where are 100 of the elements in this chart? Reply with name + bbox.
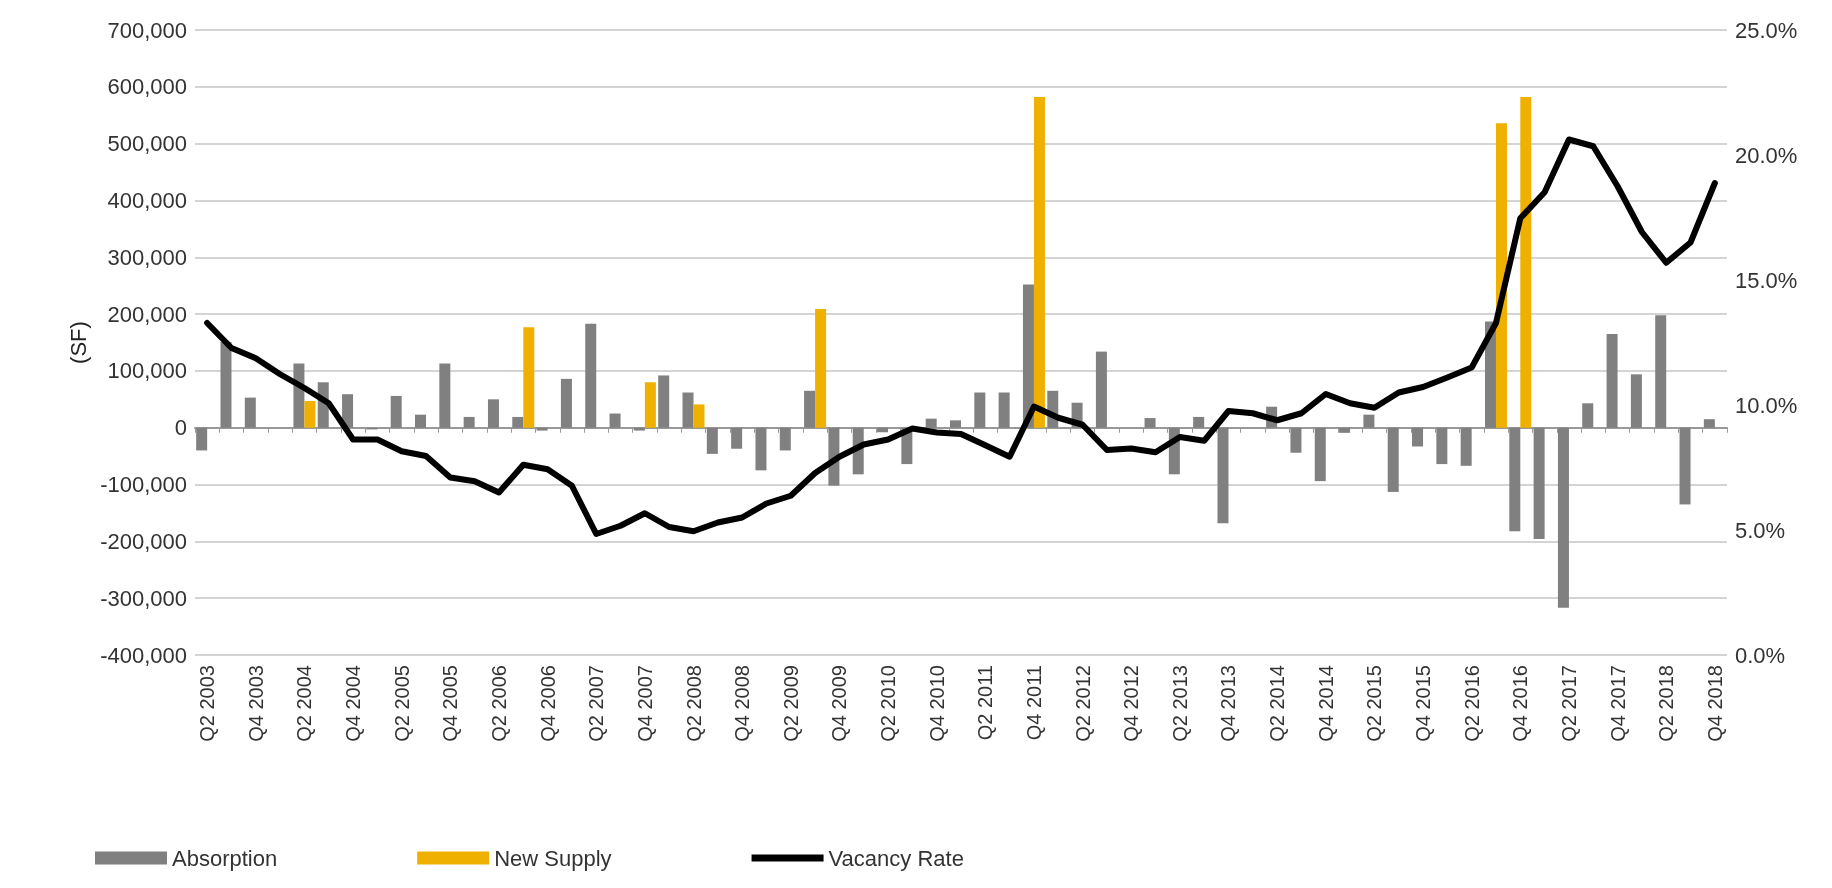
x-tick-label: Q2 2011 [974, 665, 997, 741]
x-tick-label: Q4 2005 [439, 665, 462, 742]
x-tick-label: Q2 2003 [196, 665, 219, 742]
x-tick-label: Q2 2004 [293, 665, 316, 742]
x-tick-label: Q4 2010 [925, 665, 948, 742]
x-tick-label: Q4 2003 [244, 665, 267, 742]
x-tick-label: Q4 2008 [731, 665, 754, 742]
y-tick-label: -400,000 [100, 642, 187, 668]
bar [1022, 284, 1034, 428]
bar [755, 427, 767, 471]
y-tick-label: -300,000 [100, 585, 187, 611]
bar [1436, 427, 1448, 465]
y-tick-label: 600,000 [107, 74, 187, 100]
x-tick-label: Q2 2010 [877, 665, 900, 742]
bar [950, 420, 961, 428]
x-tick-label: Q4 2011 [1022, 665, 1045, 741]
bar [998, 392, 1010, 428]
y-tick-label: -100,000 [100, 472, 187, 498]
y2-tick-label: 10.0% [1735, 392, 1798, 418]
x-tick-label: Q2 2016 [1460, 665, 1483, 742]
x-tick-label: Q2 2008 [682, 665, 705, 742]
x-tick-label: Q2 2015 [1363, 665, 1386, 742]
bar [536, 427, 548, 431]
x-tick-label: Q4 2013 [1217, 665, 1240, 742]
bar [644, 382, 656, 428]
x-tick-label: Q4 2006 [536, 665, 559, 742]
bar [1509, 427, 1521, 532]
bar [1679, 427, 1691, 505]
y-tick-label: 0 [174, 415, 187, 441]
x-tick-label: Q2 2005 [390, 665, 413, 742]
x-tick-label: Q2 2007 [585, 665, 608, 742]
bar [439, 363, 451, 428]
bar [1630, 374, 1642, 428]
bar [1412, 427, 1424, 447]
bar [1533, 427, 1545, 540]
x-tick-label: Q2 2012 [1071, 665, 1094, 742]
bar [560, 378, 572, 428]
x-tick-label: Q4 2014 [1314, 665, 1337, 742]
y2-tick-label: 5.0% [1735, 517, 1786, 543]
bar [925, 418, 937, 428]
bar [1703, 419, 1715, 428]
bar [1339, 427, 1351, 433]
x-tick-label: Q4 2009 [828, 665, 851, 742]
y-tick-label: 100,000 [107, 358, 187, 384]
bar [1314, 427, 1326, 482]
y-tick-label: 700,000 [107, 17, 187, 43]
bar [682, 392, 694, 428]
x-tick-label: Q2 2014 [1266, 665, 1289, 742]
bar [706, 427, 718, 454]
bar [244, 397, 256, 428]
bar [1520, 97, 1532, 428]
bar [1033, 97, 1045, 428]
x-tick-label: Q2 2018 [1655, 665, 1678, 742]
bar [463, 416, 475, 428]
bar [1582, 403, 1594, 428]
x-tick-label: Q4 2012 [1120, 665, 1143, 742]
bar [523, 327, 535, 428]
y-tick-label: 400,000 [107, 187, 187, 213]
bar [585, 323, 597, 428]
bar [804, 390, 816, 428]
bar [487, 399, 499, 428]
x-tick-label: Q4 2018 [1703, 665, 1726, 742]
bar [1460, 427, 1472, 466]
bar [390, 395, 402, 428]
x-tick-label: Q4 2004 [342, 665, 365, 742]
bar [1363, 414, 1375, 428]
bar [1193, 416, 1205, 428]
y2-tick-label: 0.0% [1735, 642, 1786, 668]
y2-tick-label: 20.0% [1735, 142, 1798, 168]
bar [342, 394, 354, 428]
x-tick-label: Q2 2006 [487, 665, 510, 742]
y2-tick-label: 25.0% [1735, 17, 1798, 43]
x-tick-label: Q2 2009 [779, 665, 802, 742]
y-axis-title: (SF) [65, 321, 91, 364]
bar [633, 427, 645, 431]
x-tick-label: Q4 2015 [1412, 665, 1435, 742]
bar [304, 401, 316, 428]
bar [609, 413, 621, 428]
bar [415, 414, 427, 428]
bar [1217, 427, 1229, 524]
bar [1557, 427, 1569, 608]
bar [1655, 315, 1667, 428]
legend-label: New Supply [494, 845, 612, 871]
bar [1387, 427, 1399, 492]
x-tick-label: Q4 2007 [633, 665, 656, 742]
y-tick-label: -200,000 [100, 528, 187, 554]
bar [815, 308, 827, 428]
y-tick-label: 200,000 [107, 301, 187, 327]
bar [1495, 123, 1507, 428]
bar [512, 416, 524, 428]
bar [658, 375, 670, 428]
bar [196, 427, 208, 451]
y-tick-label: 500,000 [107, 131, 187, 157]
x-tick-label: Q2 2017 [1557, 665, 1580, 742]
x-tick-label: Q4 2016 [1509, 665, 1532, 742]
bar [220, 341, 232, 428]
bar [731, 427, 743, 449]
bar [974, 392, 986, 428]
bar [1144, 418, 1156, 428]
x-tick-label: Q2 2013 [1168, 665, 1191, 742]
